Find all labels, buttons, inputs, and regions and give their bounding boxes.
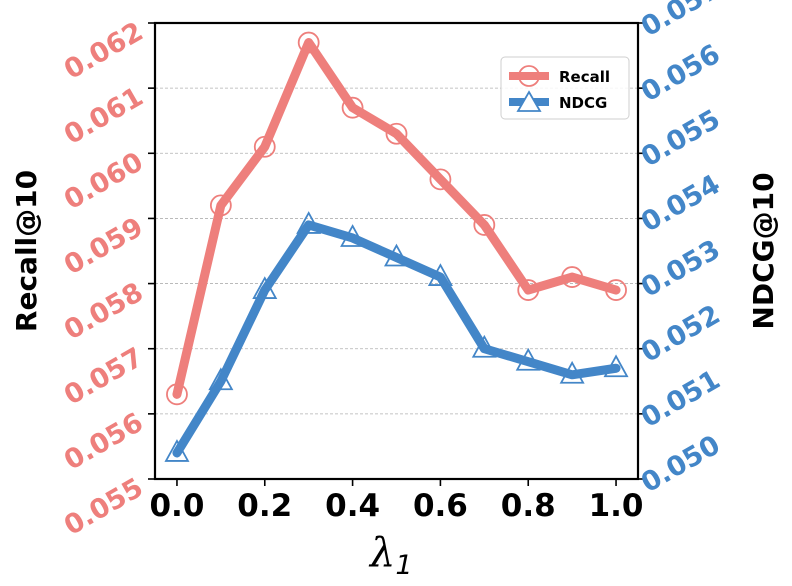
x-tick-label: 1.0	[589, 488, 644, 524]
recall-point	[385, 122, 408, 145]
x-tick-label: 0.0	[149, 488, 204, 524]
ndcg-point	[340, 224, 366, 247]
series-layer	[164, 31, 629, 462]
y-axis-right-label: NDCG@10	[747, 172, 780, 329]
y-left-tick-label: 0.061	[59, 81, 148, 151]
y-right-tick-label: 0.056	[636, 39, 725, 109]
x-tick-label: 0.4	[325, 488, 380, 524]
ndcg-point	[164, 439, 190, 462]
y-right-tick-label: 0.057	[636, 0, 725, 43]
recall-point	[473, 214, 496, 236]
y-left-tick-label: 0.060	[59, 147, 148, 217]
y-right-tick-label: 0.055	[636, 104, 725, 174]
recall-point	[429, 168, 452, 191]
ndcg-point	[471, 334, 497, 358]
y-right-tick-label: 0.054	[636, 169, 725, 239]
recall-point	[341, 96, 364, 119]
y-right-tick-label: 0.051	[636, 364, 725, 434]
legend-ndcg-marker	[516, 90, 542, 112]
plot-frame	[153, 21, 640, 481]
x-tick-label: 0.6	[413, 488, 468, 524]
legend-recall-marker	[518, 65, 540, 87]
y-left-tick-label: 0.057	[59, 342, 148, 412]
y-right-tick-label: 0.052	[636, 299, 725, 369]
recall-point	[605, 279, 627, 301]
recall-series-line	[172, 38, 621, 399]
y-left-tick-label: 0.059	[59, 212, 148, 282]
ndcg-point	[603, 354, 629, 378]
legend: Recall NDCG	[500, 56, 630, 120]
y-left-tick-label: 0.055	[59, 472, 148, 542]
y-left-tick-label: 0.062	[59, 16, 148, 86]
recall-point	[166, 383, 188, 406]
ndcg-point	[296, 211, 322, 234]
recall-point	[209, 194, 232, 217]
ndcg-point	[383, 243, 410, 267]
y-right-tick-label: 0.050	[636, 430, 725, 500]
legend-ndcg-label: NDCG	[559, 94, 607, 112]
recall-point	[517, 279, 540, 301]
y-left-tick-label: 0.058	[59, 277, 148, 347]
ndcg-point	[208, 367, 234, 391]
y-right-tick-label: 0.053	[636, 234, 725, 304]
legend-recall-label: Recall	[559, 68, 610, 86]
recall-point	[297, 31, 320, 54]
x-axis-label: λ1	[368, 530, 413, 581]
ndcg-point	[515, 347, 541, 371]
ndcg-point	[252, 276, 278, 299]
ndcg-series-line	[172, 220, 621, 458]
ndcg-point	[427, 263, 453, 286]
recall-point	[253, 135, 276, 158]
recall-point	[561, 266, 584, 288]
x-tick-label: 0.8	[501, 488, 556, 524]
x-tick-label: 0.2	[237, 488, 292, 524]
y-left-tick-label: 0.056	[59, 407, 148, 477]
y-axis-left-label: Recall@10	[10, 170, 43, 332]
ndcg-point	[559, 360, 585, 384]
